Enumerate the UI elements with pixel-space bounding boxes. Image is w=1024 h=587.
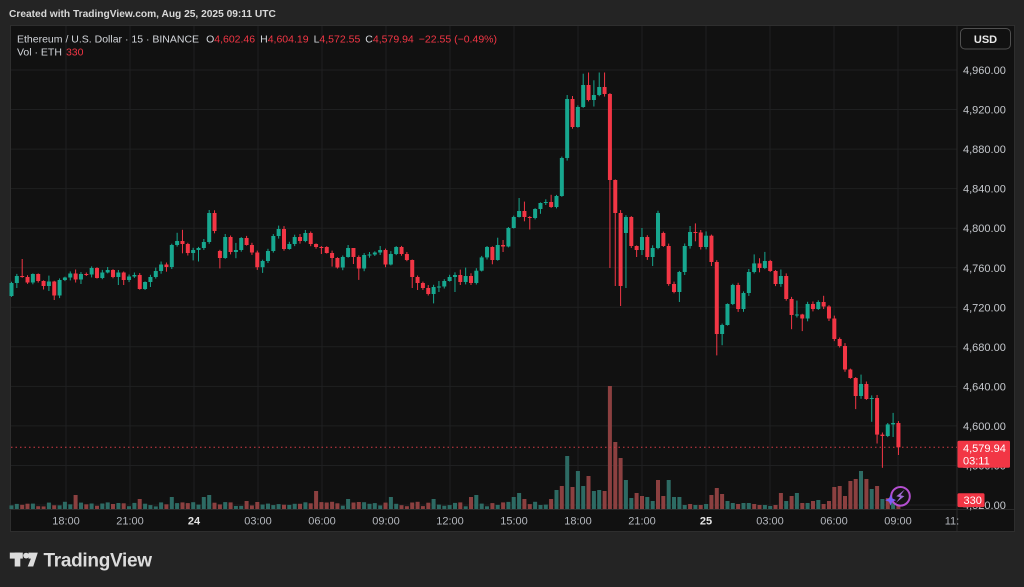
svg-text:03:00: 03:00 <box>756 516 784 528</box>
svg-text:4,920.00: 4,920.00 <box>963 105 1006 117</box>
svg-text:330: 330 <box>964 495 982 507</box>
svg-text:12:00: 12:00 <box>436 516 464 528</box>
svg-text:25: 25 <box>700 516 712 528</box>
svg-text:09:00: 09:00 <box>372 516 400 528</box>
svg-text:21:00: 21:00 <box>628 516 656 528</box>
svg-text:03:11: 03:11 <box>963 455 990 467</box>
svg-text:4,880.00: 4,880.00 <box>963 144 1006 156</box>
svg-text:4,800.00: 4,800.00 <box>963 223 1006 235</box>
svg-text:4,720.00: 4,720.00 <box>963 302 1006 314</box>
svg-text:06:00: 06:00 <box>820 516 848 528</box>
svg-text:4,960.00: 4,960.00 <box>963 65 1006 77</box>
svg-text:4,840.00: 4,840.00 <box>963 184 1006 196</box>
svg-text:06:00: 06:00 <box>308 516 336 528</box>
svg-text:4,640.00: 4,640.00 <box>963 381 1006 393</box>
svg-text:03:00: 03:00 <box>244 516 272 528</box>
svg-text:TradingView: TradingView <box>44 550 153 571</box>
svg-text:09:00: 09:00 <box>884 516 912 528</box>
svg-text:18:00: 18:00 <box>52 516 80 528</box>
svg-text:15:00: 15:00 <box>500 516 528 528</box>
svg-text:4,760.00: 4,760.00 <box>963 263 1006 275</box>
svg-text:24: 24 <box>188 516 201 528</box>
svg-text:4,600.00: 4,600.00 <box>963 421 1006 433</box>
svg-text:USD: USD <box>974 34 997 46</box>
svg-text:18:00: 18:00 <box>564 516 592 528</box>
svg-text:Created with TradingView.com,: Created with TradingView.com, Aug 25, 20… <box>9 9 276 20</box>
svg-text:4,579.94: 4,579.94 <box>963 443 1006 455</box>
svg-text:4,680.00: 4,680.00 <box>963 342 1006 354</box>
svg-text:11:: 11: <box>945 516 959 528</box>
svg-text:21:00: 21:00 <box>116 516 144 528</box>
